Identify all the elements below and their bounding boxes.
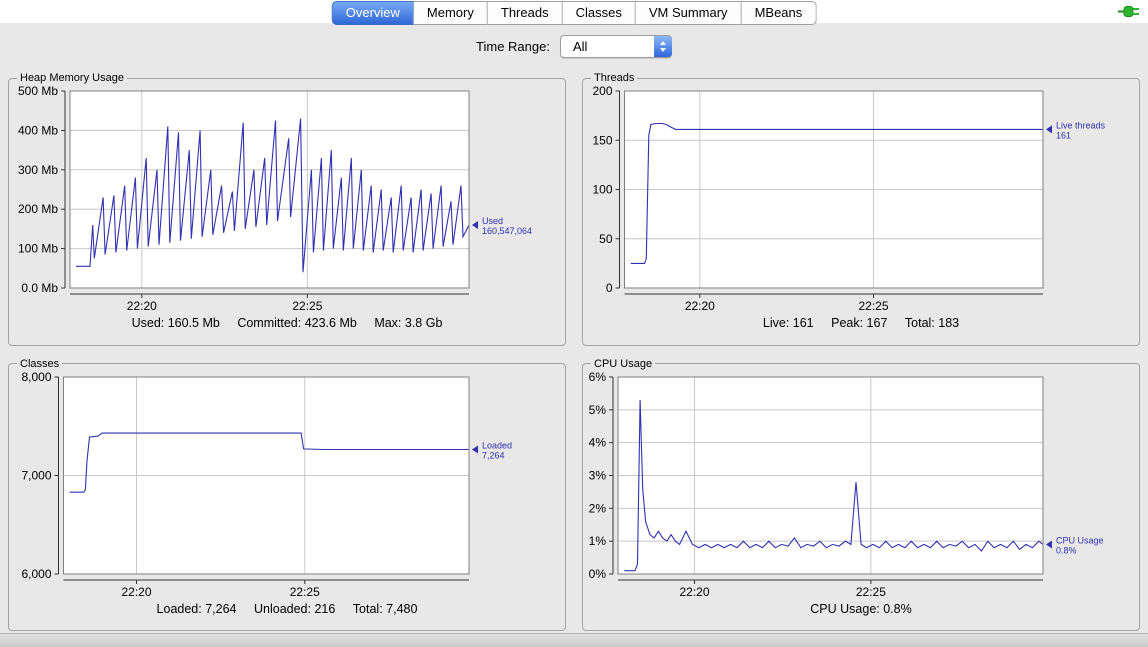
current-value-label: 160,547,064 [482, 226, 532, 236]
current-value-label: CPU Usage [1056, 535, 1104, 545]
current-value-label: 7,264 [482, 450, 505, 460]
y-tick-label: 4% [589, 435, 606, 449]
time-range-label: Time Range: [476, 38, 550, 54]
current-value-marker [472, 220, 478, 229]
connection-plug-icon[interactable] [1117, 4, 1141, 19]
tab-vm-summary[interactable]: VM Summary [635, 1, 742, 25]
x-tick-label: 22:20 [121, 585, 151, 599]
heap-committed-stat: Committed: 423.6 Mb [237, 316, 357, 330]
current-value-marker [1046, 539, 1052, 548]
x-tick-label: 22:20 [685, 299, 715, 313]
panel-heap-memory-usage: Heap Memory Usage 500 Mb 400 Mb 300 Mb 200 … [8, 72, 566, 346]
classes-chart: 8,000 7,000 6,000 22:20 22:25 Loaded 7,264 [15, 370, 559, 602]
classes-summary: Loaded: 7,264 Unloaded: 216 Total: 7,480 [15, 602, 559, 620]
plot-border [617, 376, 1044, 574]
heap-used-stat: Used: 160.5 Mb [131, 316, 220, 330]
y-tick-label: 2% [589, 501, 606, 515]
time-range-select[interactable]: All [559, 34, 672, 58]
select-stepper-icon [653, 35, 672, 57]
y-tick-label: 3% [589, 468, 606, 482]
threads-total-stat: Total: 183 [904, 316, 960, 330]
current-value-label: 161 [1056, 130, 1071, 140]
panel-threads: Threads 200 150 100 50 0 22:20 22:25 Live threa… [582, 72, 1140, 346]
current-value-marker [1046, 125, 1052, 134]
cpu-usage-chart: 6% 5% 4% 3% 2% 1% 0% 22:20 22:25 CPU Usage 0.8% [589, 370, 1133, 602]
series-live-threads [630, 122, 1043, 264]
y-tick-label: 150 [592, 133, 612, 147]
y-tick-label: 500 Mb [18, 84, 58, 98]
tab-memory[interactable]: Memory [413, 1, 488, 25]
y-tick-label: 50 [599, 232, 613, 246]
y-tick-label: 100 Mb [18, 242, 58, 256]
tab-overview[interactable]: Overview [331, 1, 414, 25]
tab-mbeans[interactable]: MBeans [741, 1, 817, 25]
cpu-summary: CPU Usage: 0.8% [589, 602, 1133, 620]
y-tick-label: 6% [589, 370, 606, 384]
time-range-toolbar: Time Range: All [0, 23, 1148, 69]
cpu-usage-stat: CPU Usage: 0.8% [810, 601, 912, 616]
y-tick-label: 100 [592, 183, 612, 197]
plot-border [69, 90, 470, 289]
threads-peak-stat: Peak: 167 [831, 316, 888, 330]
current-value-label: Loaded [482, 440, 512, 450]
y-tick-label: 1% [589, 534, 606, 548]
plot-border [63, 376, 470, 574]
heap-memory-usage-chart: 500 Mb 400 Mb 300 Mb 200 Mb 100 Mb 0.0 Mb 22:2… [15, 84, 559, 316]
heap-max-stat: Max: 3.8 Gb [374, 316, 443, 330]
y-tick-label: 200 Mb [18, 202, 58, 216]
y-tick-label: 0% [589, 567, 606, 581]
threads-chart: 200 150 100 50 0 22:20 22:25 Live threads 161 [589, 84, 1133, 316]
series-cpu-usage [624, 399, 1044, 571]
y-tick-label: 0.0 Mb [21, 281, 58, 295]
x-tick-label: 22:25 [856, 585, 886, 599]
x-tick-label: 22:20 [679, 585, 709, 599]
heap-summary: Used: 160.5 Mb Committed: 423.6 Mb Max: … [15, 316, 559, 334]
threads-summary: Live: 161 Peak: 167 Total: 183 [589, 316, 1133, 334]
y-tick-label: 8,000 [21, 370, 51, 384]
series-loaded-classes [69, 432, 469, 493]
plot-border [624, 90, 1044, 289]
x-tick-label: 22:25 [290, 585, 320, 599]
current-value-label: 0.8% [1056, 545, 1077, 555]
y-tick-label: 7,000 [21, 468, 51, 482]
y-tick-label: 200 [592, 84, 612, 98]
y-tick-label: 0 [606, 281, 613, 295]
classes-loaded-stat: Loaded: 7,264 [156, 601, 237, 616]
classes-total-stat: Total: 7,480 [352, 601, 418, 616]
x-tick-label: 22:20 [127, 299, 157, 313]
tab-threads[interactable]: Threads [487, 1, 563, 25]
y-tick-label: 6,000 [21, 567, 51, 581]
charts-grid: Heap Memory Usage 500 Mb 400 Mb 300 Mb 200 … [8, 72, 1140, 631]
x-tick-label: 22:25 [292, 299, 322, 313]
panel-classes: Classes 8,000 7,000 6,000 22:20 22:25 Loaded 7… [8, 357, 566, 631]
tab-bar: Overview Memory Threads Classes VM Summa… [0, 0, 1148, 25]
y-tick-label: 400 Mb [18, 123, 58, 137]
classes-unloaded-stat: Unloaded: 216 [253, 601, 336, 616]
tab-classes[interactable]: Classes [562, 1, 636, 25]
series-used-heap [76, 118, 470, 273]
y-tick-label: 300 Mb [18, 163, 58, 177]
window-footer [0, 633, 1148, 647]
current-value-marker [472, 444, 478, 453]
panel-title-threads: Threads [594, 72, 635, 84]
time-range-value: All [572, 38, 588, 54]
current-value-label: Used [482, 216, 503, 226]
tab-strip: Overview Memory Threads Classes VM Summa… [331, 1, 817, 25]
panel-title-heap: Heap Memory Usage [20, 72, 124, 84]
panel-cpu-usage: CPU Usage 6% 5% 4% 3% 2% 1% 0% 22:20 22:25 CPU Us… [582, 357, 1140, 631]
threads-live-stat: Live: 161 [762, 316, 814, 330]
y-tick-label: 5% [589, 402, 606, 416]
current-value-label: Live threads [1056, 120, 1106, 130]
panel-title-classes: Classes [20, 357, 60, 370]
panel-title-cpu: CPU Usage [594, 357, 653, 370]
heap-memory-usage-svg: 500 Mb 400 Mb 300 Mb 200 Mb 100 Mb 0.0 Mb 22:2… [18, 84, 532, 313]
x-tick-label: 22:25 [858, 299, 888, 313]
